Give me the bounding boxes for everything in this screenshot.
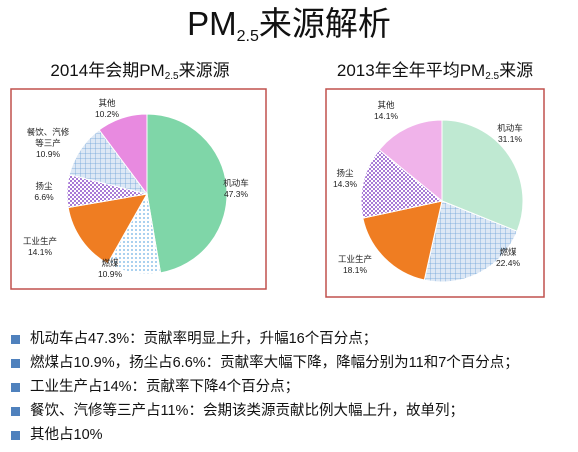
slice-label: 其他 10.2% <box>95 98 120 119</box>
bullet-item: 其他占10% <box>8 423 578 447</box>
pie-slice <box>378 119 443 203</box>
pie-slice <box>67 193 148 265</box>
pie-slice <box>98 113 148 196</box>
slice-label: 机动车 31.1% <box>497 123 523 144</box>
pie-slice <box>362 200 443 281</box>
bullet-item: 餐饮、汽修等三产占11%：会期该类源贡献比例大幅上升，故单列； <box>8 399 578 423</box>
slice-label: 扬尘 14.3% <box>333 168 358 189</box>
bullet-marker <box>11 407 20 416</box>
pie-slice <box>441 119 524 232</box>
page-title: PM2.5来源解析 <box>187 5 391 45</box>
bullet-marker <box>11 383 20 392</box>
pie-chart-2013: 机动车 31.1% 燃煤 22.4% 工业生产 18.1% 扬尘 14.3% 其他 14.1% <box>325 88 545 298</box>
slice-label: 燃煤 10.9% <box>98 258 123 279</box>
bullet-marker <box>11 335 20 344</box>
chart-title-2013: 2013年全年平均PM2.5来源 <box>336 61 534 82</box>
summary-list: 机动车占47.3%：贡献率明显上升，升幅16个百分点； 燃煤占10.9%，扬尘占… <box>8 327 578 447</box>
bullet-item: 机动车占47.3%：贡献率明显上升，升幅16个百分点； <box>8 327 578 351</box>
bullet-item: 燃煤占10.9%，扬尘占6.6%：贡献率大幅下降，降幅分别为11和7个百分点； <box>8 351 578 375</box>
slice-label: 工业生产 18.1% <box>338 254 372 275</box>
slice-label: 工业生产 14.1% <box>23 236 57 257</box>
slice-label: 机动车 47.3% <box>223 178 249 199</box>
slice-label: 餐饮、汽修等三产 10.9% <box>27 127 70 159</box>
chart-title-2014: 2014年会期PM2.5来源源 <box>50 61 230 82</box>
pie-slice <box>423 200 518 283</box>
pie-slice <box>146 113 228 274</box>
pie-chart-2014: 机动车 47.3% 燃煤 10.9% 工业生产 14.1% 扬尘 6.6% 餐饮、汽修等三产 10… <box>10 88 267 290</box>
slice-label: 燃煤 22.4% <box>496 247 521 268</box>
slice-label: 其他 14.1% <box>374 100 399 121</box>
bullet-marker <box>11 359 20 368</box>
bullet-marker <box>11 431 20 440</box>
pie-slice <box>360 149 444 219</box>
slice-label: 扬尘 6.6% <box>34 181 54 202</box>
bullet-item: 工业生产占14%：贡献率下降4个百分点； <box>8 375 578 399</box>
